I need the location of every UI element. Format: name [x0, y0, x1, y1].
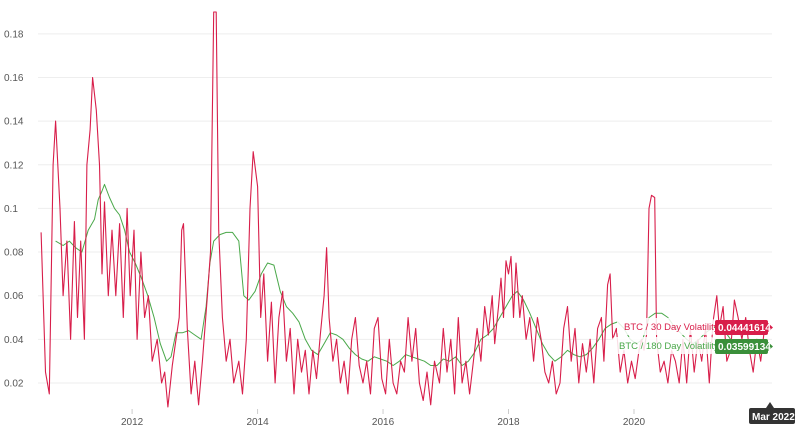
x-tick-label: 2014	[246, 417, 269, 428]
y-tick-label: 0.1	[4, 204, 18, 215]
cursor-date-bg	[749, 408, 795, 424]
legend-30-day-bg	[617, 318, 714, 335]
value-badge-30-day-pointer	[768, 323, 773, 332]
legend-30-day-label: BTC / 30 Day Volatility	[624, 322, 719, 333]
x-tick-label: 2020	[623, 417, 646, 428]
value-badge-30-day-text: 0.04441614	[718, 323, 771, 334]
value-badge-180-day: 0.03599134	[715, 339, 773, 354]
value-badge-180-day-text: 0.03599134	[718, 342, 771, 353]
y-tick-label: 0.02	[4, 378, 24, 389]
legend-30-day[interactable]: BTC / 30 Day Volatility	[617, 318, 719, 335]
y-tick-label: 0.16	[4, 73, 24, 84]
value-badge-180-day-pointer	[768, 342, 773, 351]
y-tick-label: 0.12	[4, 160, 24, 171]
y-tick-label: 0.08	[4, 248, 24, 259]
cursor-date-text: Mar 2022	[752, 412, 795, 423]
value-badge-30-day-bg	[715, 320, 768, 335]
legend-180-day-bg	[612, 337, 714, 354]
x-tick-label: 2012	[121, 417, 144, 428]
y-tick-label: 0.18	[4, 29, 24, 40]
y-tick-label: 0.04	[4, 335, 24, 346]
x-tick-label: 2018	[497, 417, 520, 428]
value-badge-30-day: 0.04441614	[715, 320, 773, 335]
gridlines	[38, 33, 772, 384]
y-axis-ticks: 0.02 0.04 0.06 0.08 0.1 0.12 0.14 0.16 0.18	[4, 29, 24, 389]
y-tick-label: 0.06	[4, 291, 24, 302]
cursor-date-label: Mar 2022	[749, 402, 795, 424]
legend-180-day[interactable]: BTC / 180 Day Volatility	[612, 337, 719, 354]
legend-180-day-label: BTC / 180 Day Volatility	[619, 341, 719, 352]
x-axis-ticks: 2012 2014 2016 2018 2020	[121, 409, 646, 428]
cursor-date-pointer	[766, 402, 774, 408]
y-tick-label: 0.14	[4, 117, 24, 128]
x-tick-label: 2016	[372, 417, 395, 428]
value-badge-180-day-bg	[715, 339, 768, 354]
